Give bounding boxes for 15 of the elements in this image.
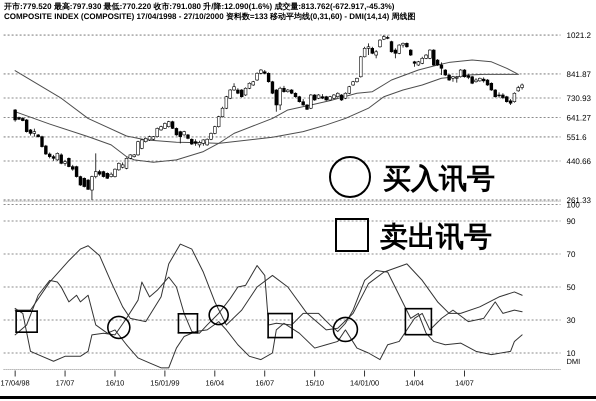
- y-tick-label: 641.27: [566, 113, 592, 122]
- y-tick-label: 50: [566, 283, 576, 292]
- y-tick-label: 841.87: [566, 70, 592, 79]
- y-tick-label: 551.6: [566, 132, 588, 142]
- y-tick-label: 90: [566, 217, 576, 226]
- annotation: 卖出讯号: [380, 220, 492, 253]
- y-tick-label: 1021.2: [566, 31, 592, 40]
- chart-title: 开市:779.520 最高:797.930 最低:770.220 收市:791.080 升/降:12.090(1.6%) 成交量:813.762(-672.917,-45.3%): [3, 1, 395, 11]
- annotation: 买入讯号: [383, 162, 495, 195]
- y-tick-label: 70: [566, 250, 576, 259]
- y-tick-label: 730.93: [566, 94, 592, 104]
- y-tick-label: 30: [566, 316, 576, 325]
- y-tick-label: 440.66: [566, 157, 592, 166]
- chart-subtitle: COMPOSITE INDEX (COMPOSITE) 17/04/1998 - 27/10/2000 资料数=133 移动平均线(0,31,60) - DMI(14,14) 周线图: [4, 12, 416, 21]
- y-tick-label: 10: [566, 349, 576, 358]
